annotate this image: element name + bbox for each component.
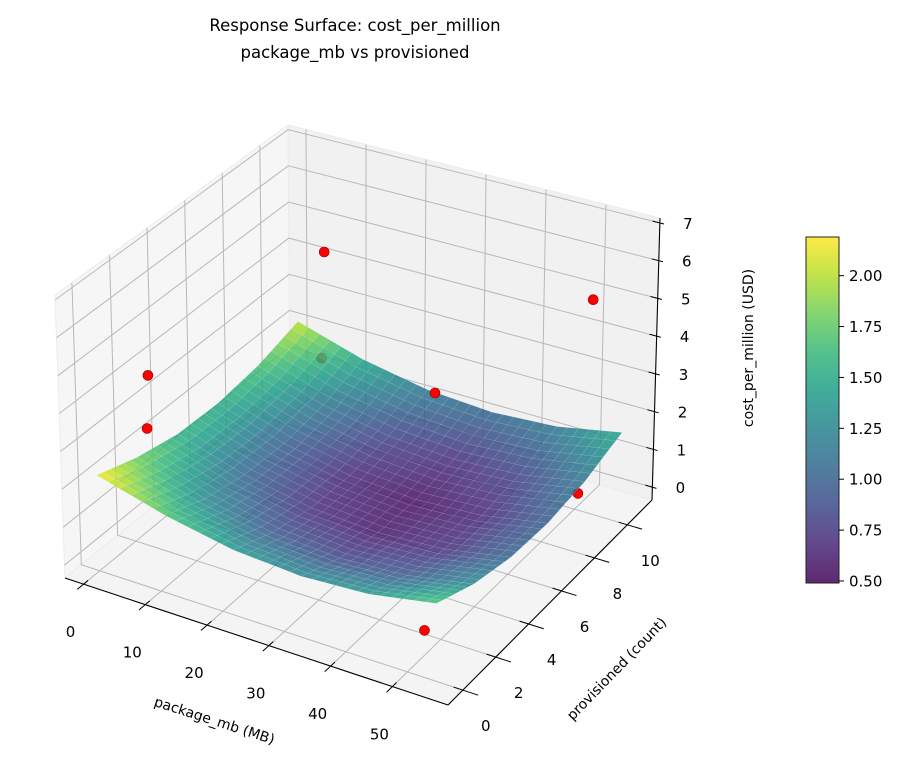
y-tick-label: 2 xyxy=(514,684,524,702)
x-tick xyxy=(76,580,89,590)
x-axis-line xyxy=(64,577,449,706)
colorbar-tick-label: 0.75 xyxy=(849,522,882,540)
surface-facet xyxy=(492,555,512,562)
scatter-point xyxy=(142,370,154,381)
x-tick-label: 10 xyxy=(123,644,142,662)
z-tick-label: 1 xyxy=(677,441,687,459)
z-gridline xyxy=(58,237,657,414)
colorbar: 0.50 0.75 1.00 1.25 1.50 1.75 2.00 xyxy=(805,236,882,590)
scatter-point xyxy=(419,625,430,636)
z-tick xyxy=(650,296,663,300)
z-tick xyxy=(652,220,665,225)
surface-facet xyxy=(598,439,617,450)
z-tick-label: 5 xyxy=(681,290,691,308)
z-gridline xyxy=(60,273,656,452)
y-tick-label: 4 xyxy=(547,651,557,669)
z-tick xyxy=(648,371,660,376)
surface-facet xyxy=(474,568,493,576)
z-tick-label: 0 xyxy=(676,479,686,497)
colorbar-tick-label: 1.75 xyxy=(849,318,882,336)
x-tick xyxy=(262,641,274,652)
z-tick-label: 3 xyxy=(679,366,689,384)
x-tick-label: 0 xyxy=(66,623,76,641)
colorbar-gradient xyxy=(805,236,840,584)
axes: 0 10 20 30 40 50 0 2 4 6 8 10 0 1 2 3 4 5 6 7 xyxy=(64,215,693,744)
colorbar-tick-label: 0.50 xyxy=(849,572,882,590)
x-tick-label: 20 xyxy=(185,664,204,682)
surface-facet xyxy=(505,544,524,552)
surface-facet xyxy=(536,514,555,524)
y-tick xyxy=(519,620,544,630)
colorbar-tick-label: 1.00 xyxy=(849,471,882,489)
surface xyxy=(96,321,623,604)
y-tick-label: 6 xyxy=(580,618,590,636)
surface-facet xyxy=(585,455,604,466)
colorbar-tick-label: 1.25 xyxy=(849,420,882,438)
scatter-front xyxy=(141,246,599,636)
colorbar-tick-label: 2.00 xyxy=(849,267,882,285)
y-tick xyxy=(552,587,577,597)
y-gridline xyxy=(71,282,463,691)
x-tick-label: 30 xyxy=(246,685,265,703)
y-gridline xyxy=(109,255,496,658)
surface-facet xyxy=(480,564,499,571)
chart-title: Response Surface: cost_per_million xyxy=(209,16,500,36)
y-tick-label: 8 xyxy=(613,585,623,603)
z-tick-label: 4 xyxy=(680,328,690,346)
scatter-point xyxy=(318,246,330,258)
z-tick xyxy=(649,333,661,338)
surface-facet xyxy=(499,549,518,558)
y-axis-line xyxy=(447,499,653,706)
y-tick xyxy=(486,653,512,663)
surface-facet xyxy=(424,598,444,604)
x-tick-label: 50 xyxy=(370,726,389,744)
y-tick xyxy=(453,686,479,696)
x-tick-label: 40 xyxy=(308,705,327,723)
y-tick-label: 0 xyxy=(481,717,491,735)
z-tick-label: 7 xyxy=(683,215,693,233)
surface-facet xyxy=(523,527,543,535)
z-axis-line xyxy=(651,217,661,501)
z-tick xyxy=(647,409,659,414)
y-tick xyxy=(585,554,610,563)
surface-facet xyxy=(604,431,623,441)
z-gridline xyxy=(54,129,661,301)
z-tick xyxy=(645,484,657,489)
chart-subtitle: package_mb vs provisioned xyxy=(240,43,469,63)
surface-facet xyxy=(592,447,610,458)
x-tick xyxy=(386,682,397,693)
z-axis-label: cost_per_million (USD) xyxy=(741,269,757,427)
scatter-point xyxy=(429,387,441,399)
x-gridline xyxy=(392,204,607,687)
z-tick xyxy=(651,258,664,263)
y-tick-label: 10 xyxy=(641,552,660,570)
x-tick xyxy=(200,620,212,631)
z-tick xyxy=(646,446,658,452)
surface-facet xyxy=(517,533,536,541)
z-gridline xyxy=(61,309,655,490)
y-tick xyxy=(618,521,643,530)
z-gridline xyxy=(56,165,659,339)
surface-facet xyxy=(542,507,561,517)
scatter-point xyxy=(587,294,599,306)
colorbar-tick-label: 1.50 xyxy=(849,369,882,387)
z-gridline xyxy=(57,201,658,377)
x-tick xyxy=(324,661,336,673)
z-tick-label: 6 xyxy=(682,253,692,271)
x-tick xyxy=(138,600,151,611)
scatter-point xyxy=(141,423,153,434)
z-tick-label: 2 xyxy=(678,404,688,422)
